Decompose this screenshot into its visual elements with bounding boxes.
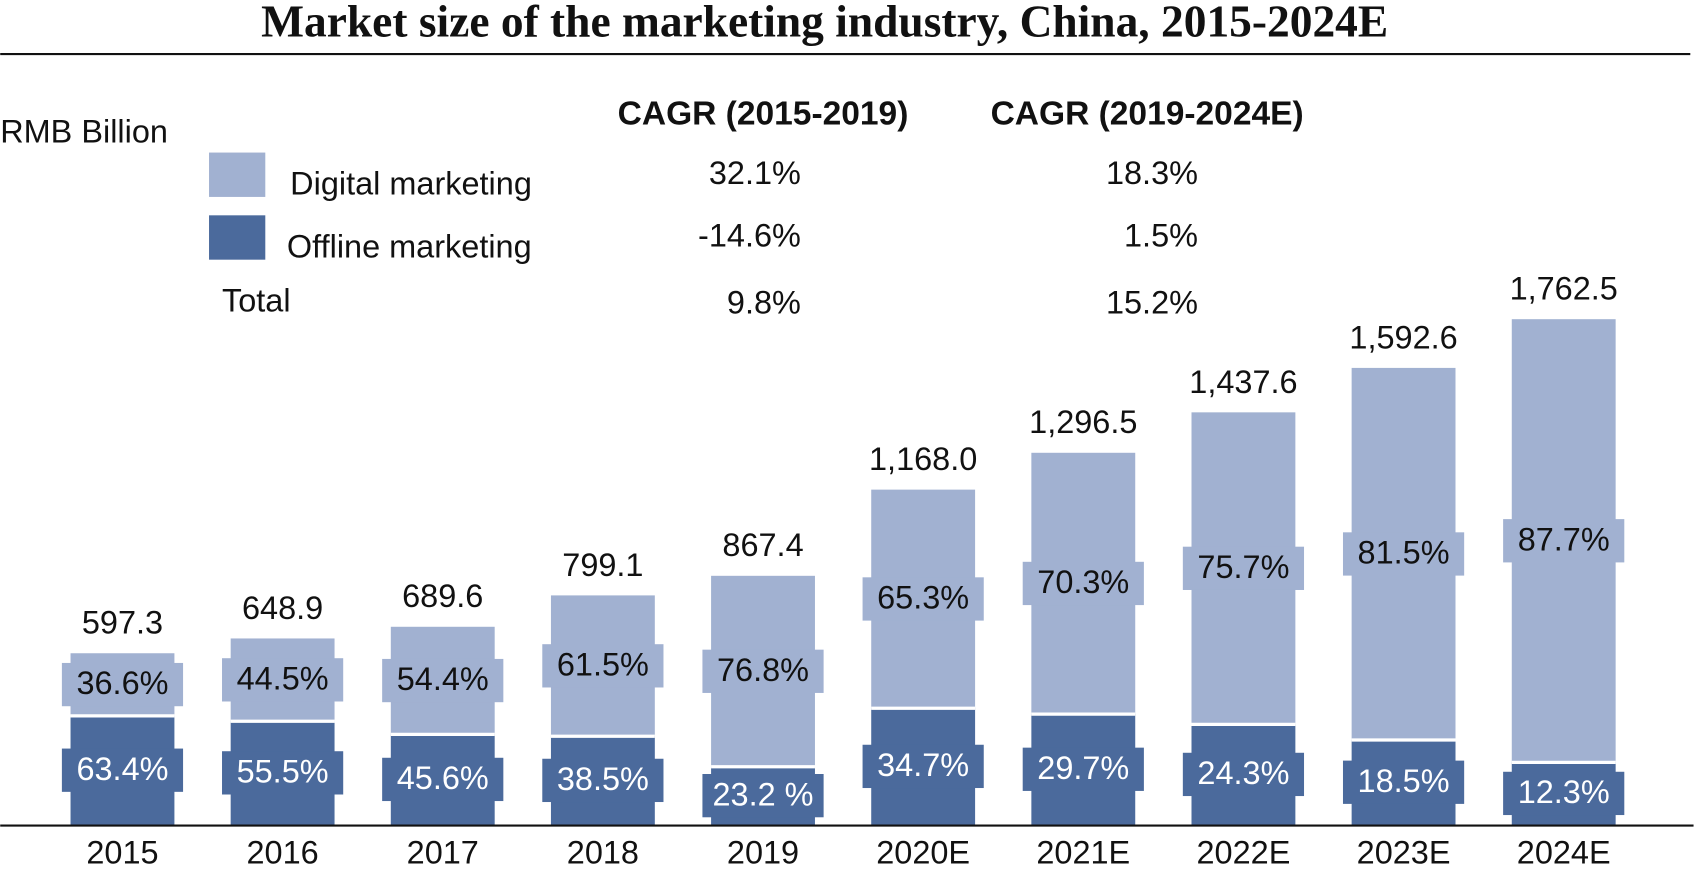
label-box bbox=[862, 577, 984, 621]
label-box bbox=[702, 774, 824, 818]
unit-label: RMB Billion bbox=[0, 114, 168, 150]
segment-label: 34.7% bbox=[877, 747, 969, 783]
segment-label: 70.3% bbox=[1037, 564, 1129, 600]
x-tick-label: 2016 bbox=[247, 834, 319, 870]
label-box bbox=[1503, 771, 1625, 816]
label-box bbox=[61, 748, 184, 792]
total-label: 689.6 bbox=[402, 578, 483, 614]
segment-label: 36.6% bbox=[76, 665, 168, 701]
segment-label: 45.6% bbox=[397, 760, 489, 796]
total-label: 1,296.5 bbox=[1029, 404, 1137, 440]
segment-label: 54.4% bbox=[397, 661, 489, 697]
total-label: 1,592.6 bbox=[1349, 319, 1457, 355]
segment-label: 61.5% bbox=[557, 647, 649, 683]
total-label: 648.9 bbox=[242, 590, 323, 626]
x-tick-label: 2020E bbox=[876, 834, 970, 870]
label-box bbox=[1342, 532, 1465, 576]
label-box bbox=[702, 649, 824, 693]
x-tick-label: 2022E bbox=[1197, 834, 1291, 870]
label-box bbox=[61, 662, 184, 707]
segment-label: 65.3% bbox=[877, 580, 969, 616]
label-box bbox=[1022, 747, 1144, 791]
cagr-value: 32.1% bbox=[709, 155, 801, 191]
total-label: 799.1 bbox=[562, 547, 643, 583]
x-tick-label: 2018 bbox=[567, 834, 639, 870]
legend-swatch bbox=[209, 215, 266, 260]
legend-swatch bbox=[209, 152, 266, 197]
total-label: Total bbox=[222, 283, 291, 319]
segment-label: 81.5% bbox=[1358, 535, 1450, 571]
cagr-value: 9.8% bbox=[727, 285, 801, 321]
segment-label: 18.5% bbox=[1358, 763, 1450, 799]
segment-label: 24.3% bbox=[1197, 755, 1289, 791]
segment-label: 38.5% bbox=[557, 761, 649, 797]
label-box bbox=[1182, 546, 1305, 590]
total-label: 1,437.6 bbox=[1189, 364, 1297, 400]
cagr-value: 15.2% bbox=[1106, 285, 1198, 321]
cagr-value: -14.6% bbox=[698, 218, 801, 254]
label-box bbox=[222, 658, 344, 702]
x-tick-label: 2024E bbox=[1517, 834, 1611, 870]
label-box bbox=[382, 757, 504, 802]
label-box bbox=[542, 644, 664, 688]
segment-label: 75.7% bbox=[1197, 549, 1289, 585]
x-tick-label: 2019 bbox=[727, 834, 799, 870]
legend-label: Digital marketing bbox=[290, 166, 532, 202]
segment-label: 29.7% bbox=[1037, 750, 1129, 786]
x-tick-label: 2015 bbox=[86, 834, 158, 870]
label-box bbox=[1022, 561, 1144, 606]
label-box bbox=[862, 744, 984, 789]
segment-label: 44.5% bbox=[237, 661, 329, 697]
total-label: 597.3 bbox=[82, 605, 163, 641]
label-box bbox=[542, 758, 664, 803]
x-tick-label: 2017 bbox=[407, 834, 479, 870]
total-label: 1,762.5 bbox=[1510, 271, 1618, 307]
cagr-value: 1.5% bbox=[1124, 218, 1198, 254]
segment-label: 55.5% bbox=[237, 754, 329, 790]
segment-label: 12.3% bbox=[1518, 774, 1610, 810]
legend-label: Offline marketing bbox=[287, 228, 532, 264]
segment-label: 63.4% bbox=[76, 751, 168, 787]
x-tick-label: 2021E bbox=[1036, 834, 1130, 870]
cagr-header: CAGR (2019-2024E) bbox=[991, 96, 1304, 133]
label-box bbox=[1182, 752, 1305, 797]
total-label: 1,168.0 bbox=[869, 441, 977, 477]
segment-label: 87.7% bbox=[1518, 521, 1610, 557]
segment-label: 76.8% bbox=[717, 652, 809, 688]
total-label: 867.4 bbox=[722, 527, 803, 563]
cagr-header: CAGR (2015-2019) bbox=[618, 96, 909, 133]
label-box bbox=[1503, 519, 1625, 563]
x-tick-label: 2023E bbox=[1357, 834, 1451, 870]
chart-title: Market size of the marketing industry, C… bbox=[261, 0, 1388, 46]
label-box bbox=[382, 658, 504, 703]
cagr-value: 18.3% bbox=[1106, 155, 1198, 191]
label-box bbox=[1342, 760, 1465, 804]
segment-label: 23.2 % bbox=[712, 776, 813, 812]
label-box bbox=[222, 751, 344, 795]
